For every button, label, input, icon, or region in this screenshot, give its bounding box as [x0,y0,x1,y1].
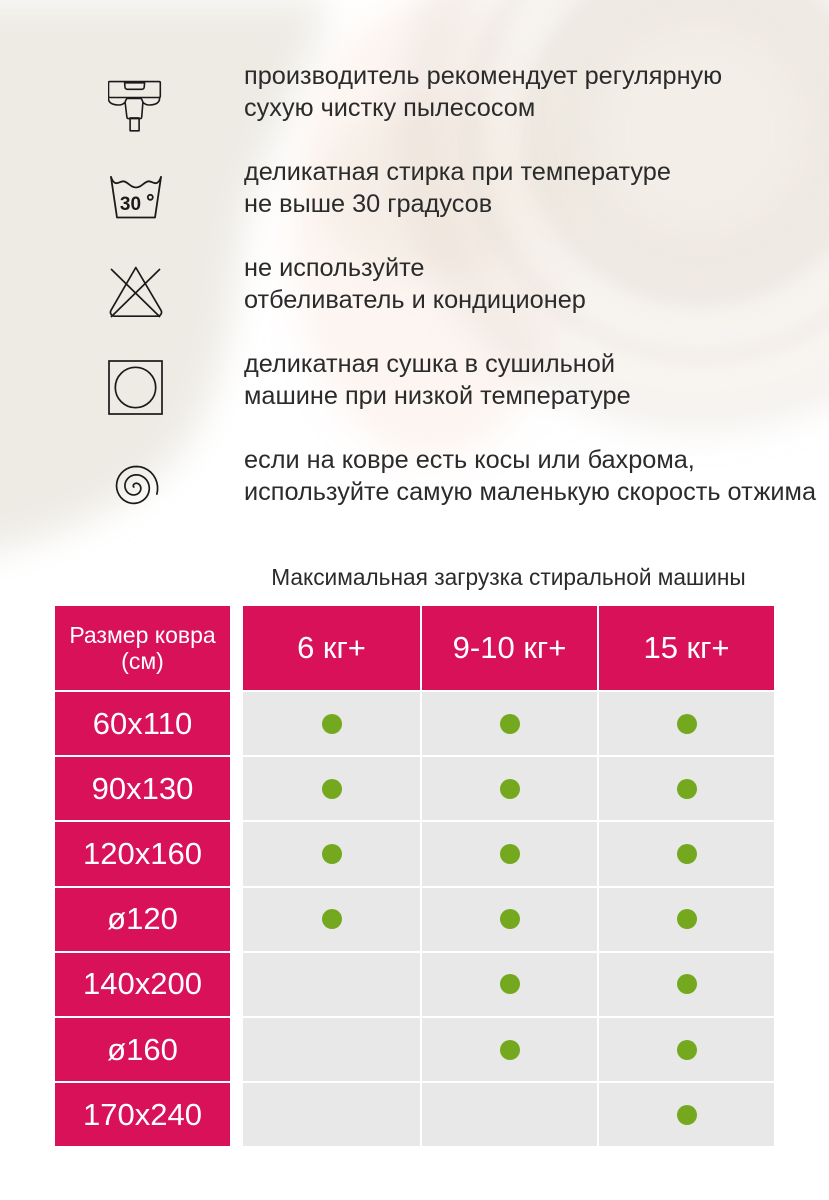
svg-text:30: 30 [120,194,141,215]
